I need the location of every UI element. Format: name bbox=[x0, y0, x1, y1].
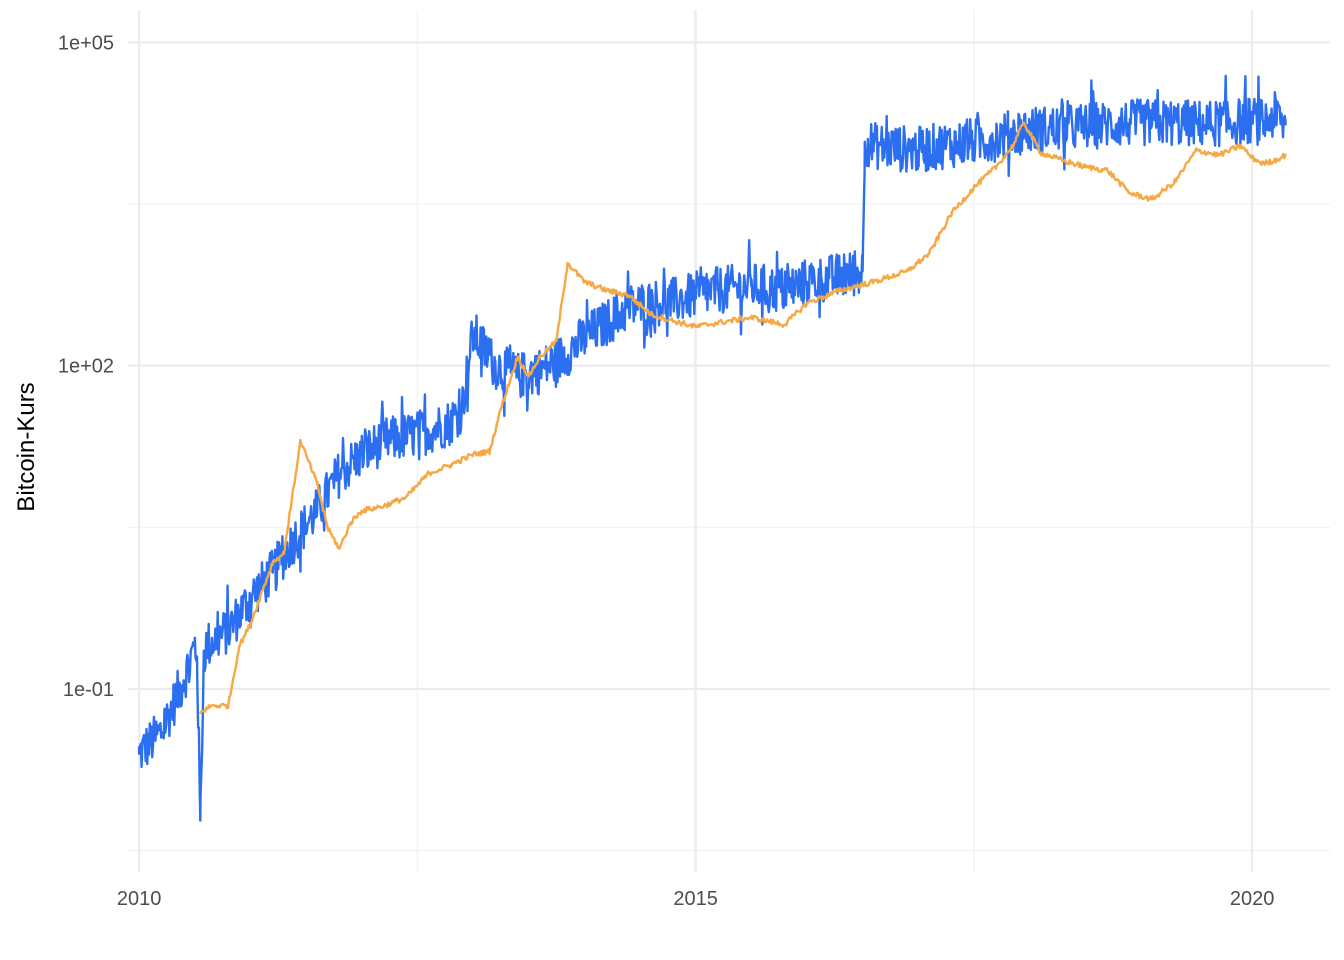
x-tick-label: 2020 bbox=[1230, 888, 1275, 910]
x-tick-label: 2010 bbox=[117, 888, 162, 910]
series-layer bbox=[137, 74, 1287, 822]
x-tick-label: 2015 bbox=[673, 888, 718, 910]
series-line-2 bbox=[199, 121, 1287, 714]
y-axis-title: Bitcoin-Kurs bbox=[13, 382, 40, 511]
y-tick-label: 1e+05 bbox=[58, 32, 114, 54]
y-tick-label: 1e+02 bbox=[58, 356, 114, 378]
series-line-1 bbox=[137, 74, 1287, 822]
major-gridlines bbox=[128, 10, 1330, 872]
tick-labels: 1e-01 1e+02 1e+05 2010 2015 2020 bbox=[58, 32, 1275, 910]
y-tick-label: 1e-01 bbox=[63, 679, 114, 701]
